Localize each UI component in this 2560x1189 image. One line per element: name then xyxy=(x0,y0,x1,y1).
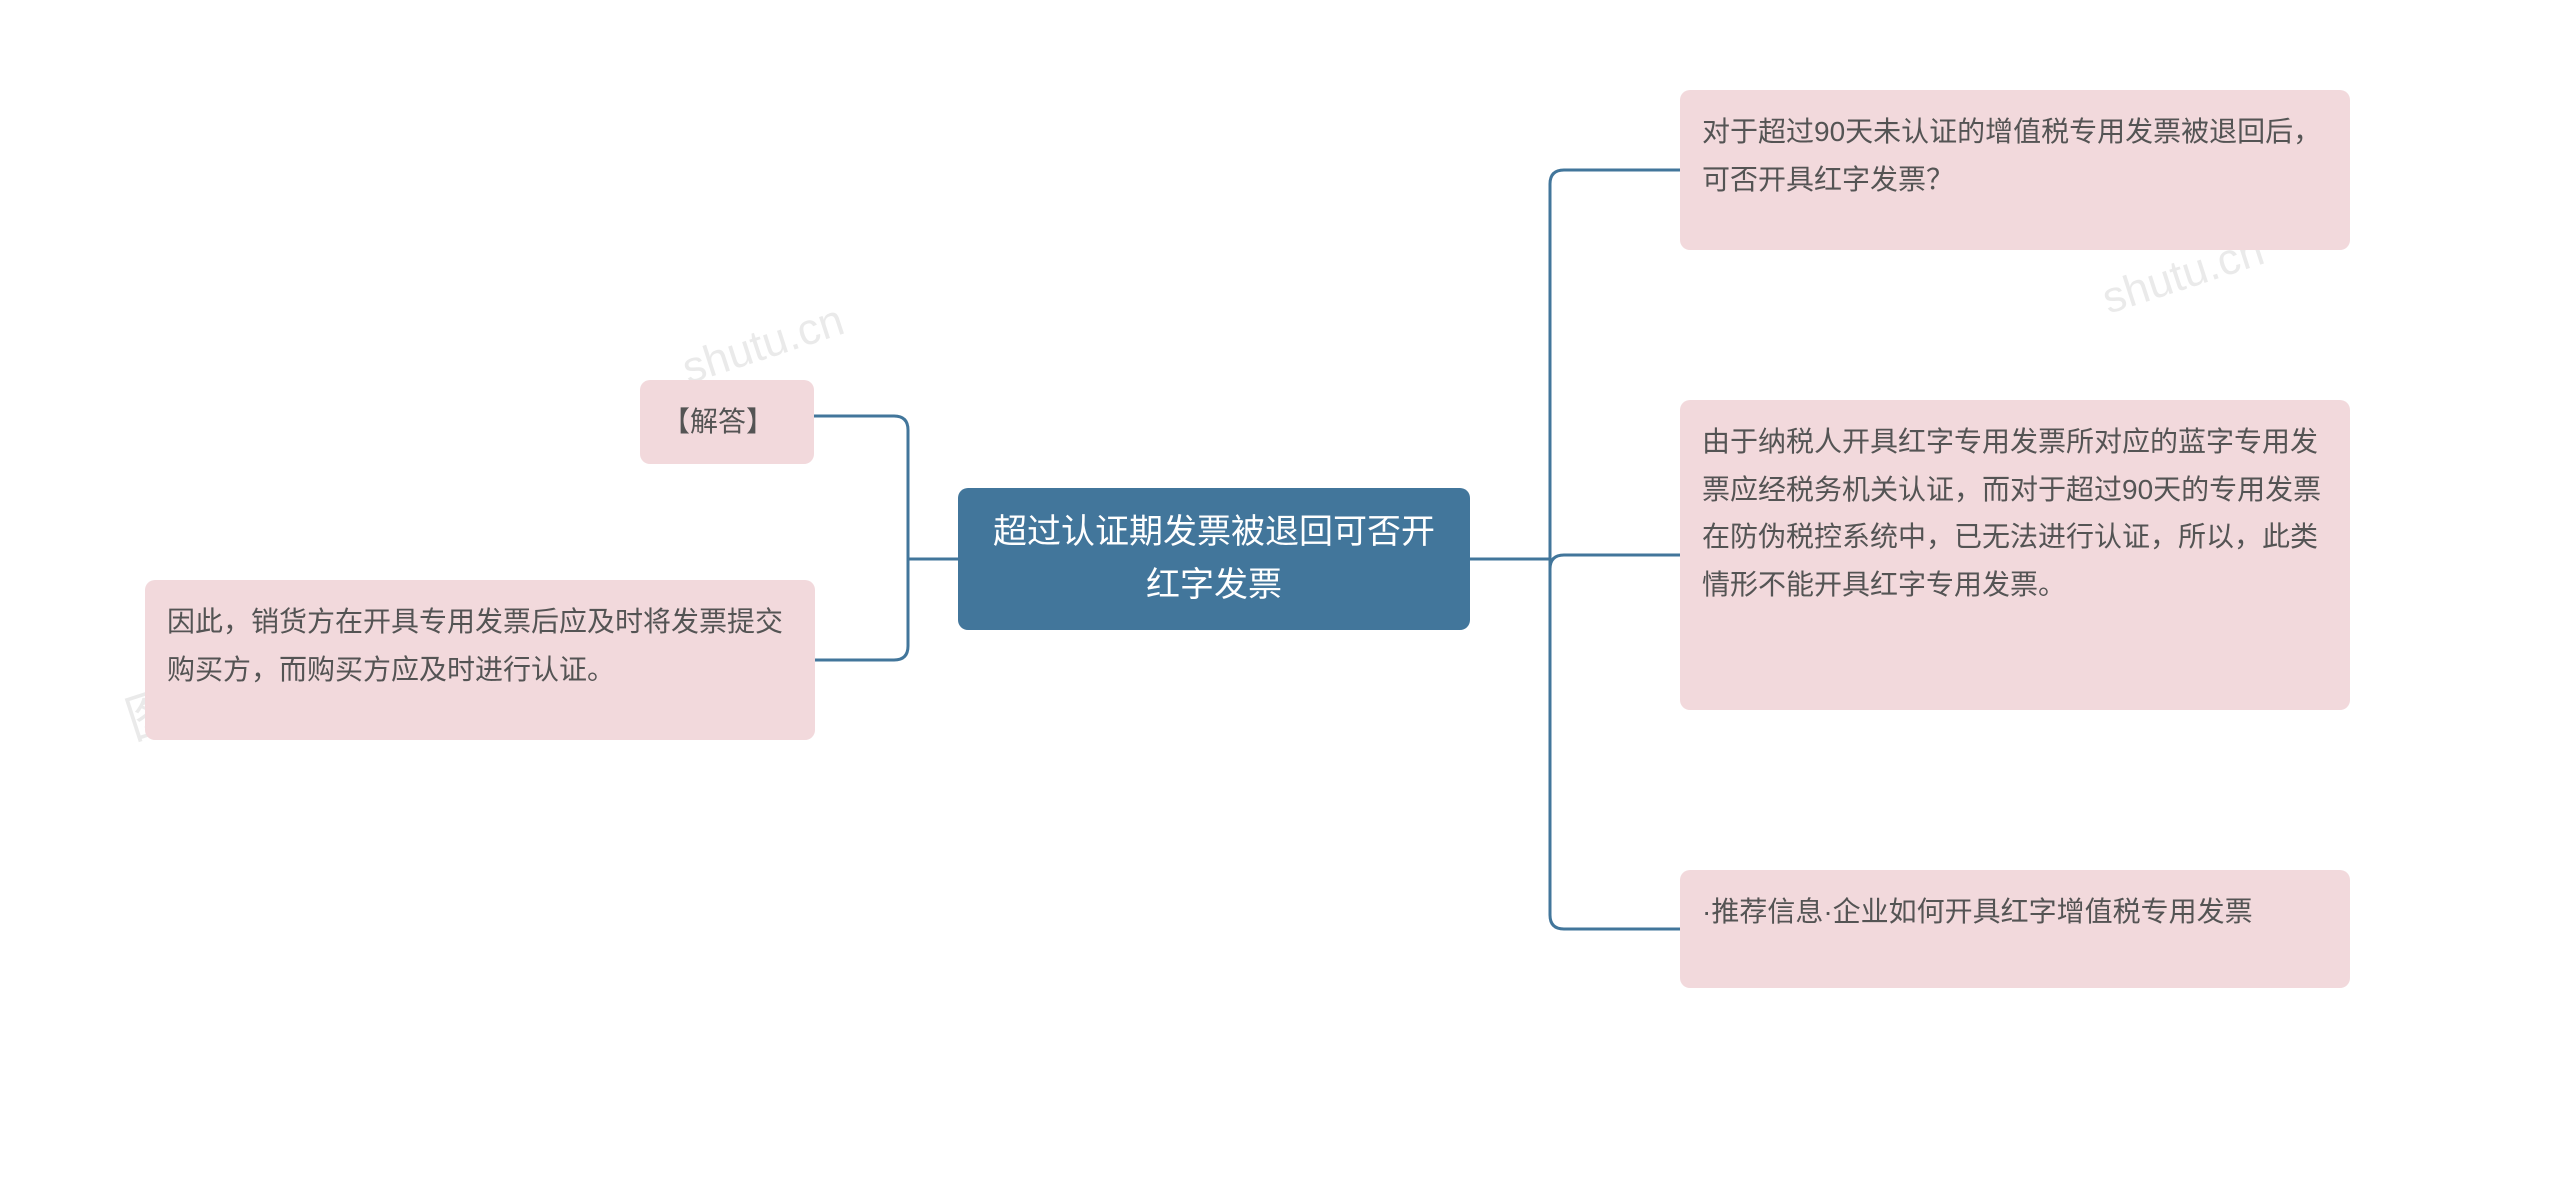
left-node-2-text: 因此，销货方在开具专用发票后应及时将发票提交购买方，而购买方应及时进行认证。 xyxy=(167,606,783,685)
right-node-1-text: 对于超过90天未认证的增值税专用发票被退回后，可否开具红字发票？ xyxy=(1702,116,2321,195)
center-node-text: 超过认证期发票被退回可否开红字发票 xyxy=(986,506,1442,611)
left-node-1-text: 【解答】 xyxy=(662,406,774,437)
left-node-2: 因此，销货方在开具专用发票后应及时将发票提交购买方，而购买方应及时进行认证。 xyxy=(145,580,815,740)
right-node-2-text: 由于纳税人开具红字专用发票所对应的蓝字专用发票应经税务机关认证，而对于超过90天… xyxy=(1702,426,2321,600)
right-node-2: 由于纳税人开具红字专用发票所对应的蓝字专用发票应经税务机关认证，而对于超过90天… xyxy=(1680,400,2350,710)
center-node: 超过认证期发票被退回可否开红字发票 xyxy=(958,488,1470,630)
right-node-3-text: ·推荐信息·企业如何开具红字增值税专用发票 xyxy=(1702,896,2253,927)
right-node-1: 对于超过90天未认证的增值税专用发票被退回后，可否开具红字发票？ xyxy=(1680,90,2350,250)
left-node-1: 【解答】 xyxy=(640,380,814,464)
right-node-3: ·推荐信息·企业如何开具红字增值税专用发票 xyxy=(1680,870,2350,988)
